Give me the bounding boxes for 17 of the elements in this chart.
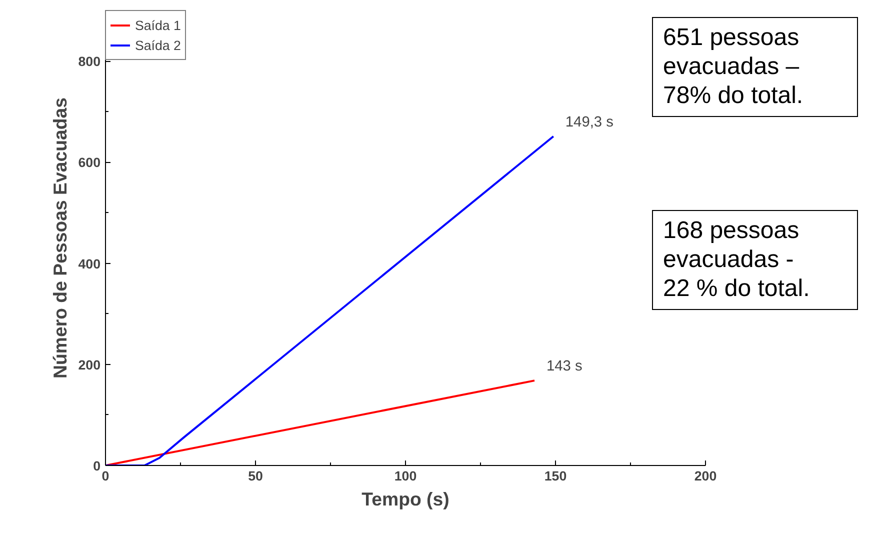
x-tick-label: 100 (394, 468, 417, 484)
annotation: 651 pessoas evacuadas – 78% do total. (652, 17, 858, 118)
x-tick-label: 150 (544, 468, 567, 484)
x-axis-title: Tempo (s) (362, 488, 450, 510)
annotation: 168 pessoas evacuadas - 22 % do total. (652, 210, 858, 310)
annotation: 149,3 s (565, 114, 614, 130)
y-tick-label: 400 (78, 256, 101, 272)
y-tick-label: 800 (78, 54, 101, 70)
x-tick-label: 200 (694, 468, 717, 484)
y-tick-label: 600 (78, 155, 101, 170)
y-axis-title: Número de Pessoas Evacuadas (49, 97, 70, 379)
y-tick-label: 0 (93, 458, 101, 474)
legend-label: Saída 1 (135, 18, 181, 32)
legend-label: Saída 2 (135, 38, 181, 52)
x-tick-label: 50 (248, 468, 263, 484)
annotation: 143 s (546, 358, 582, 375)
y-tick-label: 200 (78, 357, 101, 372)
